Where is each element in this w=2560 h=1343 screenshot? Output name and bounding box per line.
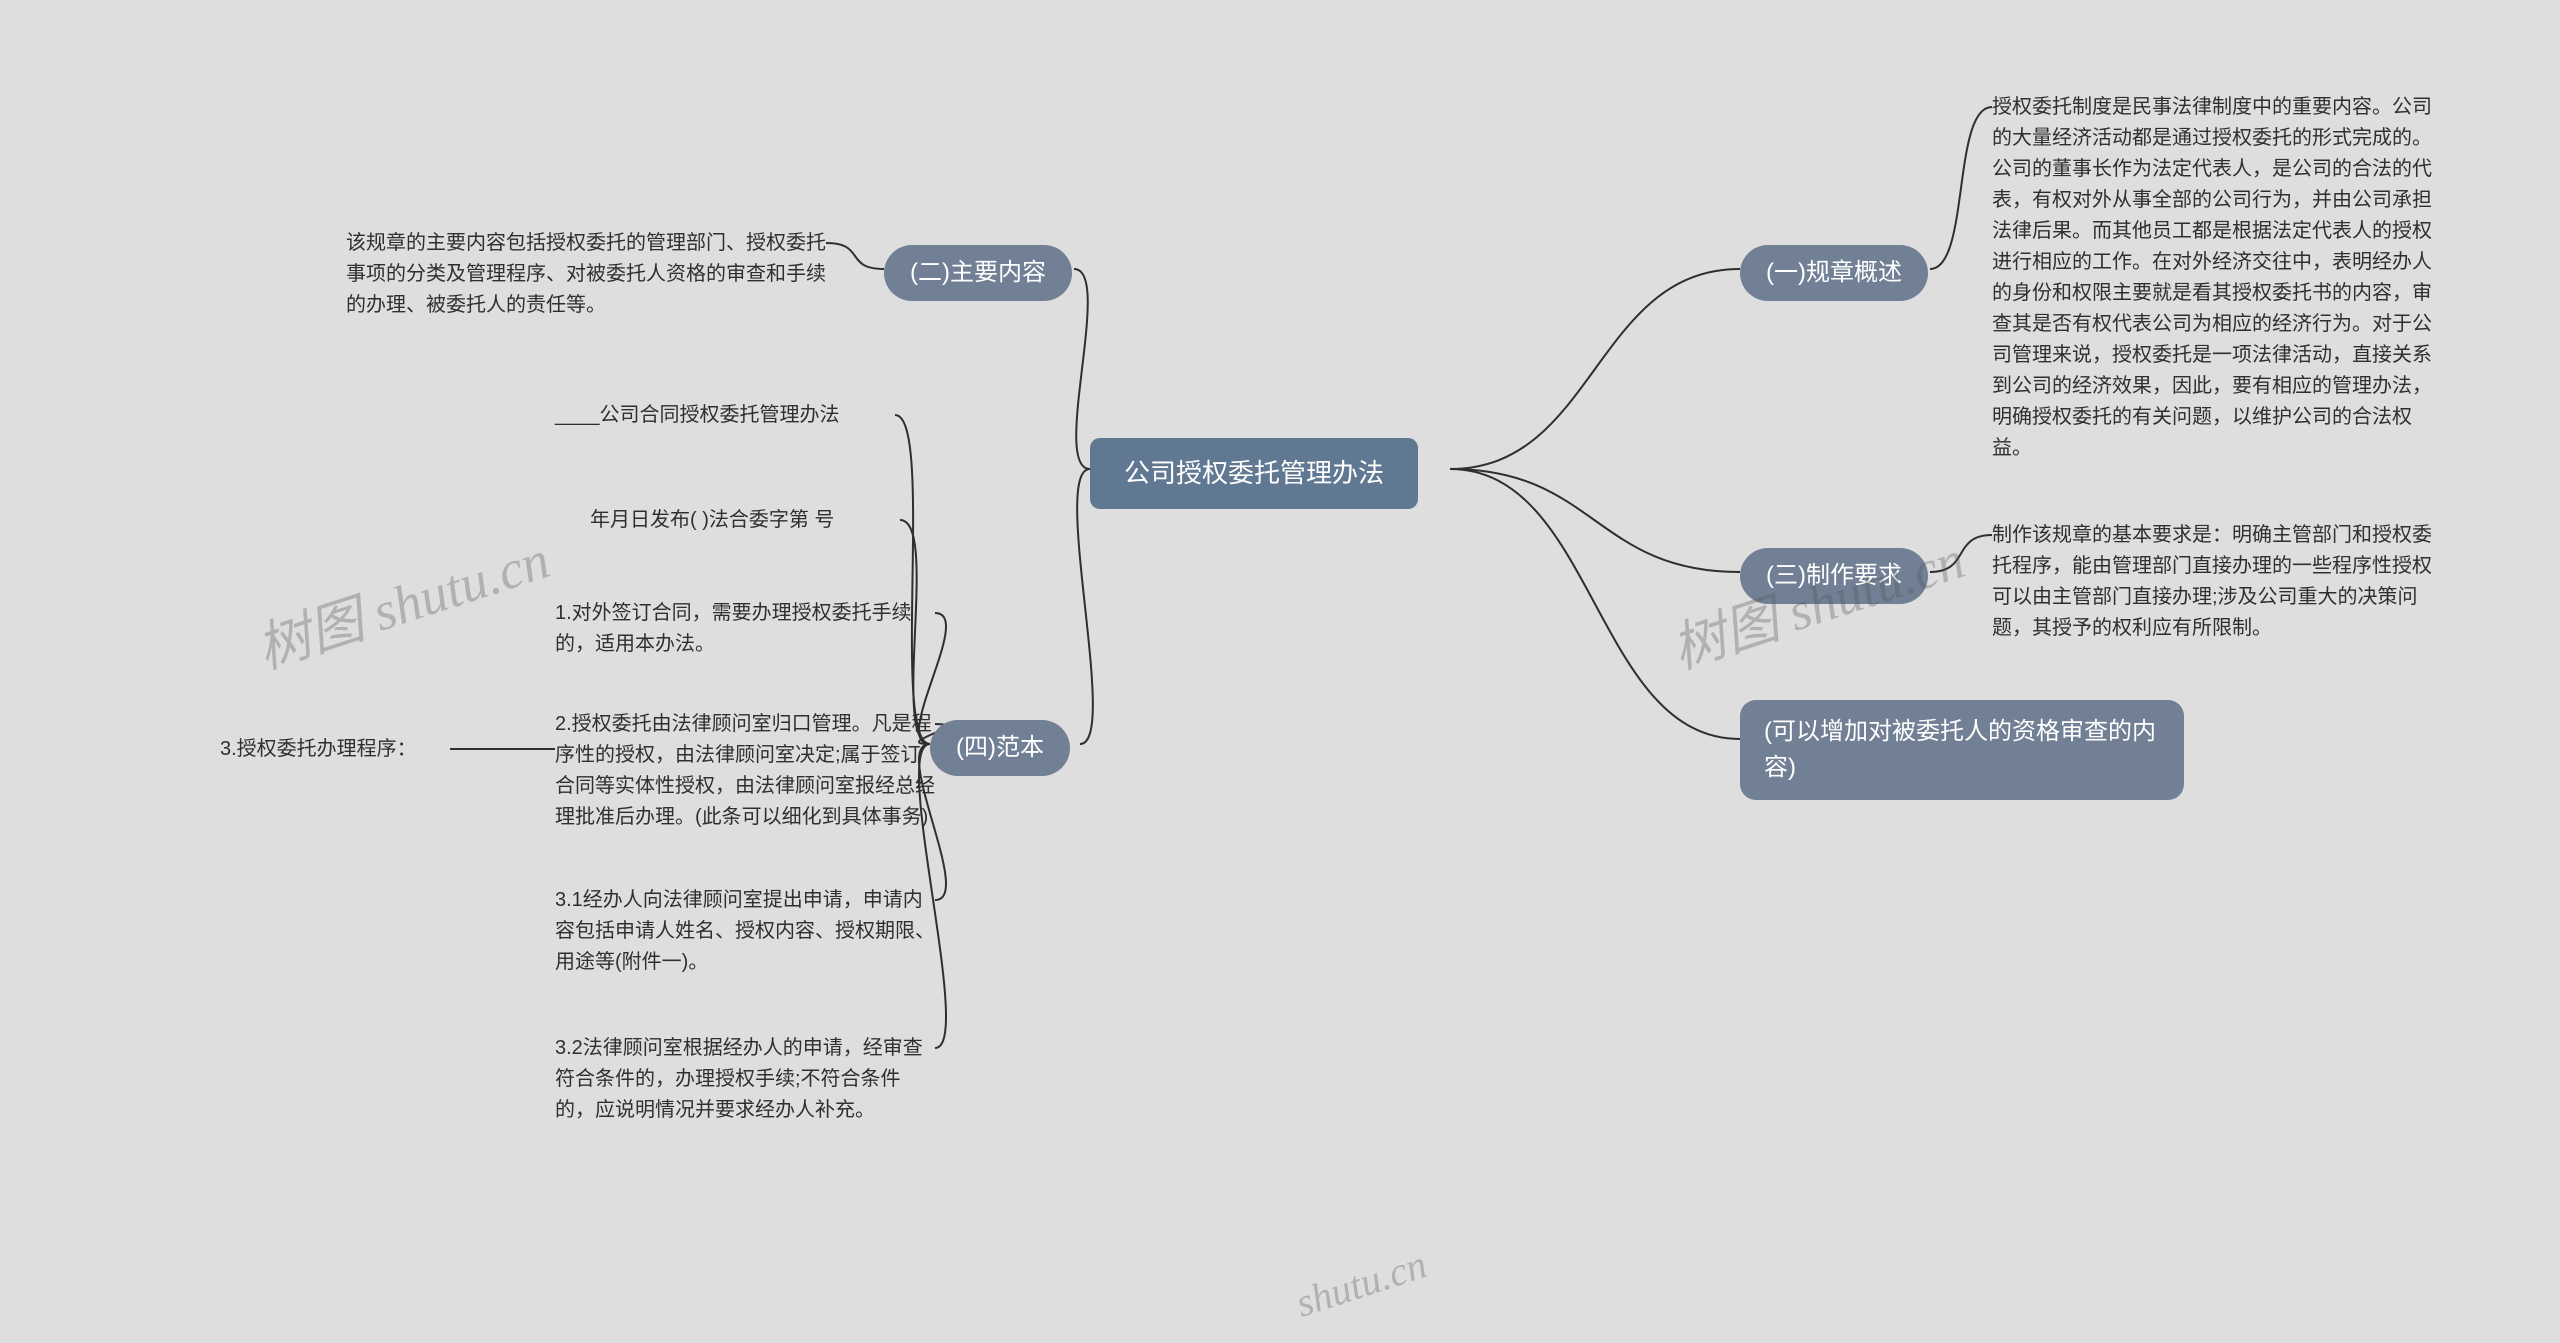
branch-4: (四)范本 [930,720,1070,776]
branch-3-leaf-1: 制作该规章的基本要求是：明确主管部门和授权委托程序，能由管理部门直接办理的一些程… [1992,520,2444,644]
branch-1: (一)规章概述 [1740,245,1928,301]
mindmap-canvas: 公司授权委托管理办法 (二)主要内容 该规章的主要内容包括授权委托的管理部门、授… [0,0,2560,1343]
branch-4-leaf-6: 3.2法律顾问室根据经办人的申请，经审查符合条件的，办理授权手续;不符合条件的，… [555,1033,935,1126]
branch-4-leaf-2: 年月日发布( )法合委字第 号 [590,505,900,536]
branch-4-leaf-4: 2.授权委托由法律顾问室归口管理。凡是程序性的授权，由法律顾问室决定;属于签订合… [555,709,935,833]
branch-2-leaf-1: 该规章的主要内容包括授权委托的管理部门、授权委托事项的分类及管理程序、对被委托人… [346,228,826,321]
watermark-3: shutu.cn [1290,1240,1432,1326]
branch-5: (可以增加对被委托人的资格审查的内容) [1740,700,2184,800]
center-node: 公司授权委托管理办法 [1090,438,1418,509]
branch-4-leaf-1: ____公司合同授权委托管理办法 [555,400,895,431]
watermark-1: 树图 shutu.cn [245,515,558,684]
branch-4-subleaf: 3.授权委托办理程序： [220,734,450,765]
branch-1-leaf-1: 授权委托制度是民事法律制度中的重要内容。公司的大量经济活动都是通过授权委托的形式… [1992,92,2444,464]
branch-4-leaf-3: 1.对外签订合同，需要办理授权委托手续的，适用本办法。 [555,598,935,660]
branch-4-leaf-5: 3.1经办人向法律顾问室提出申请，申请内容包括申请人姓名、授权内容、授权期限、用… [555,885,935,978]
branch-3: (三)制作要求 [1740,548,1928,604]
branch-2: (二)主要内容 [884,245,1072,301]
